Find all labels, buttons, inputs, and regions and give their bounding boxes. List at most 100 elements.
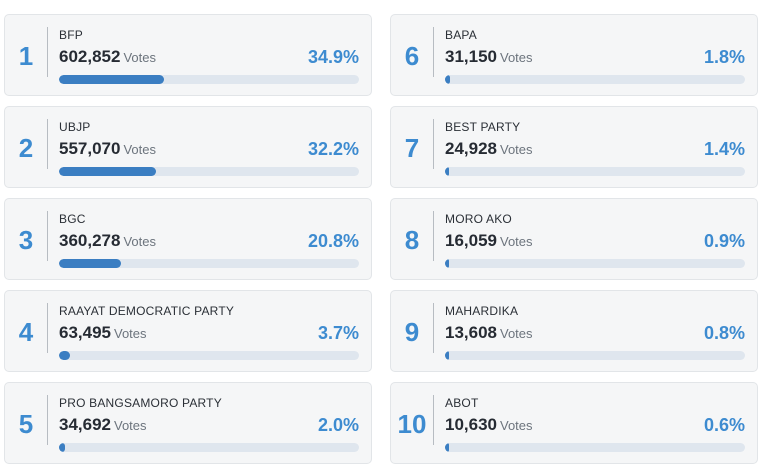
rank-number: 4	[18, 316, 34, 347]
party-name: MORO AKO	[445, 212, 512, 226]
rank-number: 10	[397, 408, 427, 439]
divider	[433, 27, 434, 77]
vote-share-fill	[445, 351, 449, 360]
vote-percentage: 1.4%	[703, 139, 745, 159]
vote-share-fill	[59, 167, 156, 176]
votes-label: Votes	[500, 142, 533, 157]
votes-label: Votes	[500, 326, 533, 341]
vote-share-fill	[445, 167, 450, 176]
vote-count: 10,630 Votes	[445, 415, 533, 435]
party-name: UBJP	[59, 120, 91, 134]
rank-number: 8	[404, 224, 420, 255]
vote-percentage: 3.7%	[317, 323, 359, 343]
result-card: 6 BAPA 31,150 Votes 1.8%	[390, 14, 758, 96]
votes-label: Votes	[114, 418, 147, 433]
vote-percentage: 2.0%	[317, 415, 359, 435]
result-card: 1 BFP 602,852 Votes 34.9%	[4, 14, 372, 96]
party-name: BAPA	[445, 28, 477, 42]
vote-share-bar	[59, 167, 359, 176]
vote-number: 63,495	[59, 323, 111, 342]
rank-number: 2	[18, 132, 34, 163]
vote-share-bar	[445, 259, 745, 268]
rank-number: 9	[404, 316, 420, 347]
result-card: 3 BGC 360,278 Votes 20.8%	[4, 198, 372, 280]
vote-number: 31,150	[445, 47, 497, 66]
party-name: BEST PARTY	[445, 120, 521, 134]
vote-percentage: 32.2%	[307, 139, 359, 159]
vote-percentage: 0.6%	[703, 415, 745, 435]
vote-share-bar	[445, 75, 745, 84]
vote-share-fill	[59, 351, 71, 360]
vote-count: 557,070 Votes	[59, 139, 156, 159]
rank-number: 7	[404, 132, 420, 163]
vote-share-bar	[59, 259, 359, 268]
vote-count: 360,278 Votes	[59, 231, 156, 251]
divider	[433, 119, 434, 169]
vote-percentage: 0.9%	[703, 231, 745, 251]
rank-number: 1	[18, 40, 34, 71]
vote-percentage: 34.9%	[307, 47, 359, 67]
vote-count: 31,150 Votes	[445, 47, 533, 67]
result-card: 2 UBJP 557,070 Votes 32.2%	[4, 106, 372, 188]
divider	[47, 211, 48, 261]
vote-count: 16,059 Votes	[445, 231, 533, 251]
result-card: 8 MORO AKO 16,059 Votes 0.9%	[390, 198, 758, 280]
vote-share-fill	[59, 259, 122, 268]
vote-count: 13,608 Votes	[445, 323, 533, 343]
vote-share-fill	[445, 259, 449, 268]
divider	[47, 119, 48, 169]
party-name: BFP	[59, 28, 83, 42]
divider	[433, 395, 434, 445]
vote-percentage: 0.8%	[703, 323, 745, 343]
votes-label: Votes	[114, 326, 147, 341]
vote-share-bar	[59, 75, 359, 84]
party-name: PRO BANGSAMORO PARTY	[59, 396, 222, 410]
divider	[433, 211, 434, 261]
rank-number: 6	[404, 40, 420, 71]
party-name: BGC	[59, 212, 86, 226]
result-card: 5 PRO BANGSAMORO PARTY 34,692 Votes 2.0%	[4, 382, 372, 464]
divider	[47, 395, 48, 445]
vote-count: 34,692 Votes	[59, 415, 147, 435]
vote-number: 360,278	[59, 231, 121, 250]
result-card: 9 MAHARDIKA 13,608 Votes 0.8%	[390, 290, 758, 372]
votes-label: Votes	[123, 234, 156, 249]
vote-number: 557,070	[59, 139, 121, 158]
vote-number: 16,059	[445, 231, 497, 250]
vote-number: 602,852	[59, 47, 121, 66]
vote-number: 34,692	[59, 415, 111, 434]
vote-share-bar	[445, 443, 745, 452]
vote-number: 10,630	[445, 415, 497, 434]
party-name: RAAYAT DEMOCRATIC PARTY	[59, 304, 235, 318]
vote-count: 63,495 Votes	[59, 323, 147, 343]
votes-label: Votes	[123, 142, 156, 157]
votes-label: Votes	[500, 50, 533, 65]
vote-count: 24,928 Votes	[445, 139, 533, 159]
votes-label: Votes	[500, 418, 533, 433]
party-name: ABOT	[445, 396, 479, 410]
divider	[433, 303, 434, 353]
rank-number: 5	[18, 408, 34, 439]
rank-number: 3	[18, 224, 34, 255]
vote-number: 13,608	[445, 323, 497, 342]
vote-share-bar	[59, 443, 359, 452]
vote-percentage: 1.8%	[703, 47, 745, 67]
vote-share-fill	[59, 443, 65, 452]
vote-count: 602,852 Votes	[59, 47, 156, 67]
party-name: MAHARDIKA	[445, 304, 519, 318]
divider	[47, 27, 48, 77]
divider	[47, 303, 48, 353]
vote-percentage: 20.8%	[307, 231, 359, 251]
vote-share-fill	[59, 75, 164, 84]
vote-number: 24,928	[445, 139, 497, 158]
votes-label: Votes	[500, 234, 533, 249]
result-card: 10 ABOT 10,630 Votes 0.6%	[390, 382, 758, 464]
vote-share-fill	[445, 443, 449, 452]
result-card: 4 RAAYAT DEMOCRATIC PARTY 63,495 Votes 3.…	[4, 290, 372, 372]
result-card: 7 BEST PARTY 24,928 Votes 1.4%	[390, 106, 758, 188]
vote-share-fill	[445, 75, 451, 84]
vote-share-bar	[445, 351, 745, 360]
vote-share-bar	[59, 351, 359, 360]
votes-label: Votes	[123, 50, 156, 65]
